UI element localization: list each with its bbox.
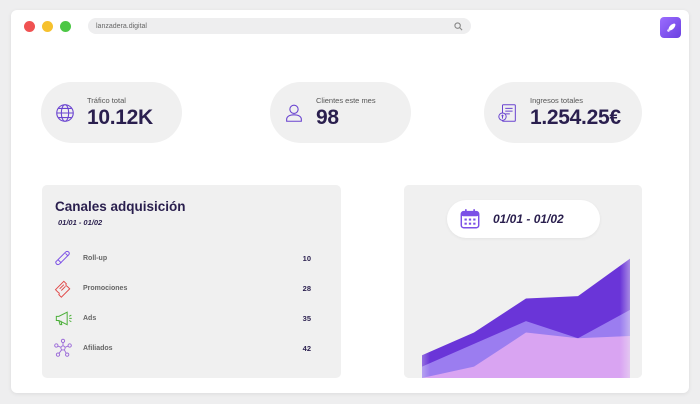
invoice-icon (494, 99, 522, 127)
rocket-icon[interactable] (660, 17, 681, 38)
stat-value: 1.254.25€ (530, 105, 621, 129)
maximize-button[interactable] (60, 21, 71, 32)
acquisition-channels-card: Canales adquisición 01/01 - 01/02 Roll-u… (42, 185, 341, 378)
ticket-icon (51, 276, 75, 300)
channel-label: Ads (83, 314, 97, 322)
channel-value: 28 (302, 283, 311, 293)
network-icon (51, 336, 75, 360)
megaphone-icon (51, 306, 75, 330)
list-item[interactable]: Ads 35 (51, 306, 311, 330)
card-title: Canales adquisición (55, 199, 186, 214)
stat-label: Tráfico total (87, 95, 126, 105)
date-range-picker[interactable]: 01/01 - 01/02 (447, 200, 600, 238)
chart-card: 01/01 - 01/02 (404, 185, 642, 378)
url-text[interactable]: lanzadera.digital (96, 22, 147, 30)
minimize-button[interactable] (42, 21, 53, 32)
list-item[interactable]: Afiliados 42 (51, 336, 311, 360)
channel-value: 42 (302, 343, 311, 353)
list-item[interactable]: Promociones 28 (51, 276, 311, 300)
channel-label: Roll-up (83, 254, 108, 262)
list-item[interactable]: Roll-up 10 (51, 246, 311, 270)
calendar-icon (458, 207, 482, 231)
close-button[interactable] (24, 21, 35, 32)
window-controls (24, 21, 71, 32)
area-chart (404, 185, 642, 378)
stat-card-revenue: Ingresos totales 1.254.25€ (484, 82, 642, 143)
date-range-text[interactable]: 01/01 - 01/02 (493, 212, 564, 226)
card-date-range: 01/01 - 01/02 (58, 218, 103, 227)
stat-label: Clientes este mes (316, 95, 376, 105)
stat-card-clients: Clientes este mes 98 (270, 82, 411, 143)
address-bar[interactable]: lanzadera.digital (88, 18, 471, 34)
chart-fade-left (404, 185, 430, 378)
channel-value: 10 (302, 253, 311, 263)
globe-icon (51, 99, 79, 127)
stat-value: 10.12K (87, 105, 153, 129)
channel-label: Promociones (83, 284, 128, 292)
rollup-icon (51, 246, 75, 270)
channel-value: 35 (302, 313, 311, 323)
stat-label: Ingresos totales (530, 95, 583, 105)
chart-fade-right (620, 185, 642, 378)
channel-label: Afiliados (83, 344, 113, 352)
stat-value: 98 (316, 105, 339, 129)
browser-window: lanzadera.digital Tráfico total 10.12K C… (11, 10, 689, 393)
search-icon[interactable] (454, 21, 463, 31)
user-icon (280, 99, 308, 127)
stat-card-traffic: Tráfico total 10.12K (41, 82, 182, 143)
